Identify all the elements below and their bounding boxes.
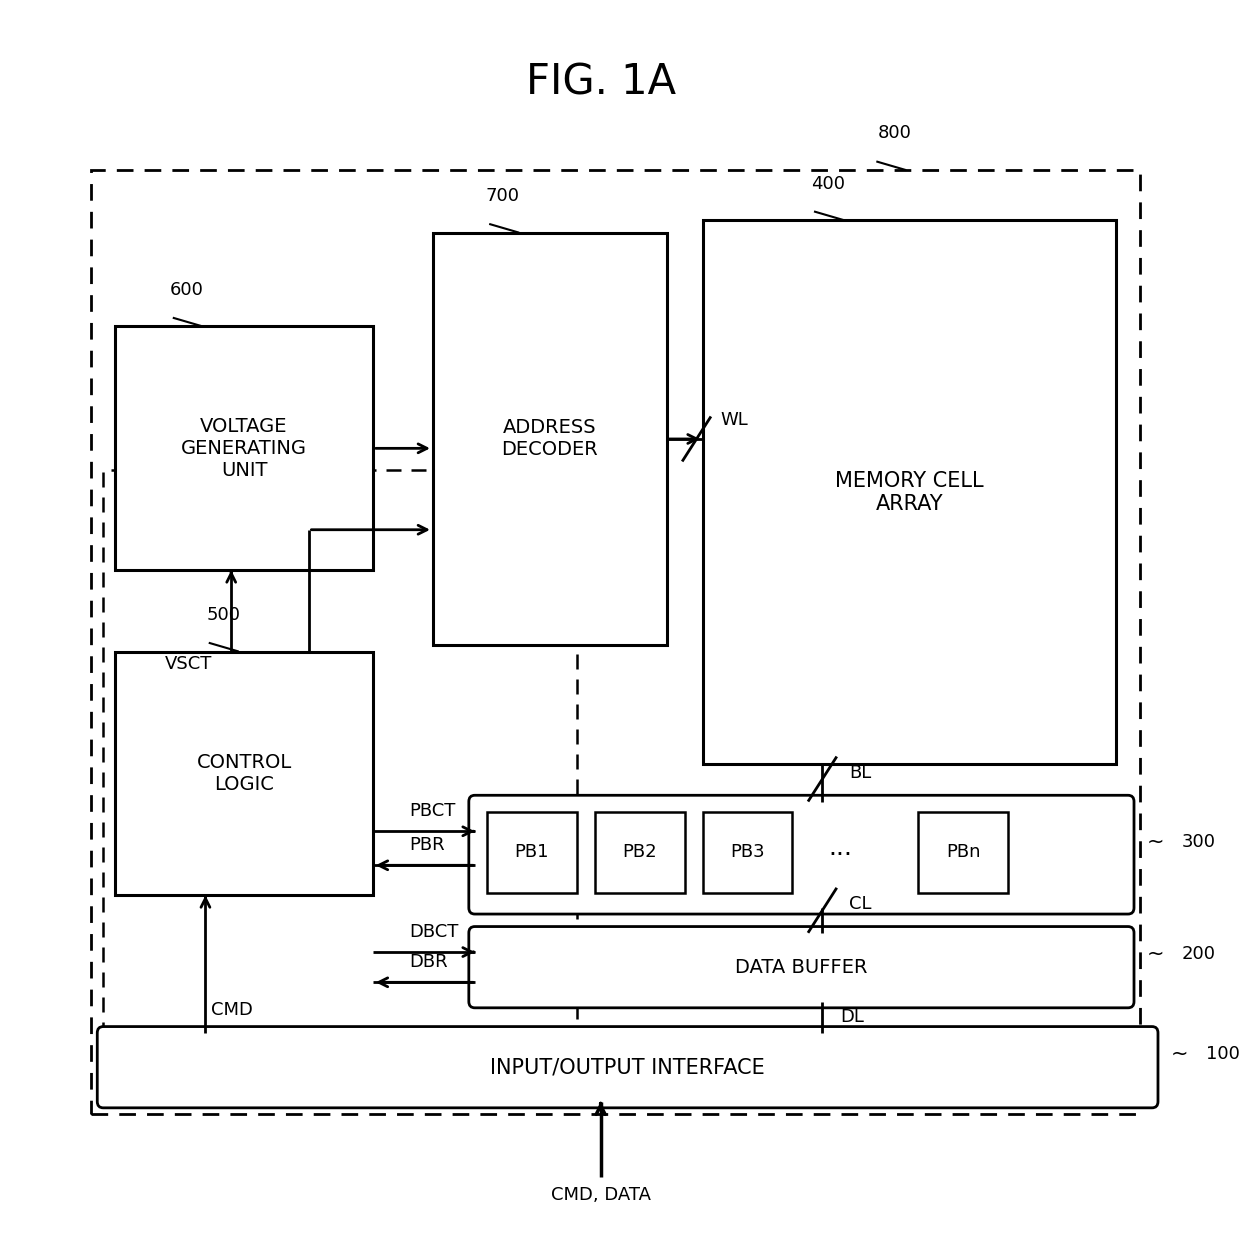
Text: PB1: PB1 (515, 843, 549, 861)
Bar (92, 170, 1140, 1114)
Text: ~: ~ (1147, 944, 1164, 964)
Text: FIG. 1A: FIG. 1A (526, 61, 676, 104)
Text: 400: 400 (811, 175, 846, 193)
Text: VOLTAGE
GENERATING
UNIT: VOLTAGE GENERATING UNIT (181, 417, 308, 480)
Text: DBR: DBR (409, 954, 448, 971)
Bar (703, 221, 1116, 764)
Text: MEMORY CELL
ARRAY: MEMORY CELL ARRAY (835, 470, 983, 514)
Bar (703, 812, 792, 893)
Text: DBCT: DBCT (409, 923, 459, 941)
Text: 700: 700 (485, 188, 520, 205)
Text: WL: WL (720, 411, 748, 430)
FancyBboxPatch shape (469, 926, 1135, 1007)
FancyBboxPatch shape (97, 1026, 1158, 1108)
Text: CL: CL (848, 895, 872, 913)
Text: 500: 500 (206, 606, 241, 624)
Bar (595, 812, 684, 893)
Text: 600: 600 (170, 281, 205, 299)
Text: BL: BL (848, 764, 870, 782)
Text: 200: 200 (1182, 945, 1216, 964)
Text: PBR: PBR (409, 836, 444, 855)
Text: CMD, DATA: CMD, DATA (551, 1187, 651, 1204)
Text: DATA BUFFER: DATA BUFFER (735, 957, 868, 976)
Text: ADDRESS
DECODER: ADDRESS DECODER (501, 419, 598, 460)
Text: 800: 800 (878, 124, 911, 142)
Text: DL: DL (841, 1009, 864, 1026)
Bar (115, 327, 373, 570)
Bar (487, 812, 577, 893)
Text: ···: ··· (828, 843, 852, 867)
Text: PBn: PBn (946, 843, 981, 861)
Bar (103, 470, 577, 1045)
Text: PB3: PB3 (730, 843, 765, 861)
Text: VSCT: VSCT (165, 655, 213, 673)
FancyBboxPatch shape (469, 796, 1135, 913)
Text: 100: 100 (1207, 1045, 1240, 1063)
Text: CMD: CMD (212, 1001, 253, 1020)
Text: PB2: PB2 (622, 843, 657, 861)
Text: CONTROL
LOGIC: CONTROL LOGIC (196, 753, 291, 794)
Bar (115, 652, 373, 896)
Text: INPUT/OUTPUT INTERFACE: INPUT/OUTPUT INTERFACE (490, 1058, 765, 1078)
Text: 300: 300 (1182, 832, 1216, 851)
Text: ~: ~ (1171, 1044, 1188, 1064)
Bar (919, 812, 1008, 893)
Text: PBCT: PBCT (409, 802, 455, 821)
Text: ~: ~ (1147, 832, 1164, 852)
Bar (433, 233, 667, 645)
